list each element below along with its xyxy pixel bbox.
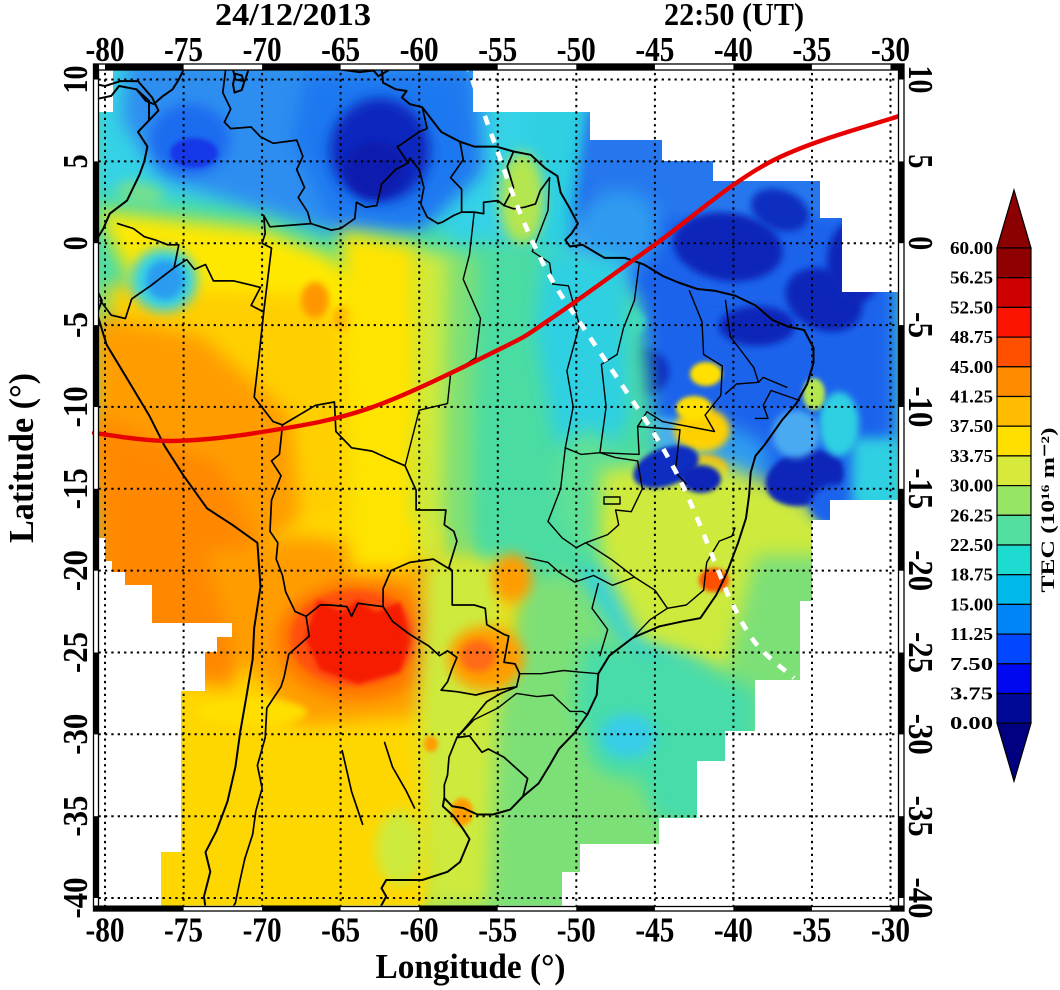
svg-text:0.00: 0.00 (950, 713, 993, 733)
svg-text:37.50: 37.50 (950, 416, 993, 436)
svg-text:5: 5 (901, 154, 940, 168)
svg-text:-55: -55 (478, 911, 517, 950)
svg-text:-65: -65 (321, 911, 360, 950)
svg-text:60.00: 60.00 (950, 238, 993, 258)
svg-text:30.00: 30.00 (950, 476, 993, 496)
svg-text:-35: -35 (56, 796, 95, 837)
svg-text:0: 0 (901, 236, 940, 250)
svg-text:-55: -55 (478, 30, 517, 69)
svg-text:-30: -30 (56, 714, 95, 755)
svg-text:-25: -25 (901, 632, 940, 673)
svg-text:-35: -35 (901, 796, 940, 837)
svg-text:10: 10 (56, 66, 95, 94)
svg-text:5: 5 (56, 154, 95, 168)
svg-text:-50: -50 (557, 30, 596, 69)
svg-text:7.50: 7.50 (950, 654, 993, 674)
svg-text:-20: -20 (901, 550, 940, 591)
svg-text:18.75: 18.75 (950, 565, 993, 585)
svg-text:-35: -35 (792, 30, 831, 69)
svg-text:TEC (10¹⁶ m⁻²): TEC (10¹⁶ m⁻²) (1038, 428, 1059, 593)
svg-text:-60: -60 (400, 30, 439, 69)
svg-text:52.50: 52.50 (950, 297, 993, 317)
svg-text:-45: -45 (635, 30, 674, 69)
svg-text:-40: -40 (714, 911, 753, 950)
svg-text:Longitude (°): Longitude (°) (376, 947, 566, 986)
svg-text:Latitude (°): Latitude (°) (2, 373, 41, 543)
svg-text:-60: -60 (400, 911, 439, 950)
svg-text:-5: -5 (901, 312, 940, 338)
svg-text:-70: -70 (243, 30, 282, 69)
svg-text:33.75: 33.75 (950, 446, 993, 466)
svg-text:-40: -40 (714, 30, 753, 69)
svg-text:-20: -20 (56, 550, 95, 591)
svg-text:-10: -10 (56, 386, 95, 427)
svg-text:56.25: 56.25 (950, 268, 993, 288)
svg-text:-40: -40 (901, 878, 940, 919)
svg-text:-40: -40 (56, 878, 95, 919)
svg-text:22:50 (UT): 22:50 (UT) (664, 0, 804, 32)
svg-text:0: 0 (56, 236, 95, 250)
svg-text:-75: -75 (164, 30, 203, 69)
svg-text:-65: -65 (321, 30, 360, 69)
svg-text:-10: -10 (901, 386, 940, 427)
svg-text:-30: -30 (871, 911, 910, 950)
svg-text:15.00: 15.00 (950, 594, 993, 614)
svg-text:-45: -45 (635, 911, 674, 950)
svg-text:45.00: 45.00 (950, 357, 993, 377)
svg-text:-5: -5 (56, 312, 95, 338)
svg-text:-30: -30 (871, 30, 910, 69)
svg-text:-25: -25 (56, 632, 95, 673)
svg-text:-15: -15 (56, 468, 95, 509)
svg-text:-35: -35 (792, 911, 831, 950)
svg-text:-50: -50 (557, 911, 596, 950)
svg-text:-80: -80 (86, 30, 125, 69)
svg-text:-15: -15 (901, 468, 940, 509)
svg-text:-80: -80 (86, 911, 125, 950)
svg-text:-70: -70 (243, 911, 282, 950)
svg-text:26.25: 26.25 (950, 505, 993, 525)
svg-text:3.75: 3.75 (950, 684, 993, 704)
svg-text:22.50: 22.50 (950, 535, 993, 555)
svg-text:10: 10 (901, 66, 940, 94)
svg-text:-30: -30 (901, 714, 940, 755)
svg-text:48.75: 48.75 (950, 327, 993, 347)
svg-text:24/12/2013: 24/12/2013 (215, 0, 371, 32)
svg-text:-75: -75 (164, 911, 203, 950)
svg-text:41.25: 41.25 (950, 387, 993, 407)
svg-text:11.25: 11.25 (950, 624, 993, 644)
